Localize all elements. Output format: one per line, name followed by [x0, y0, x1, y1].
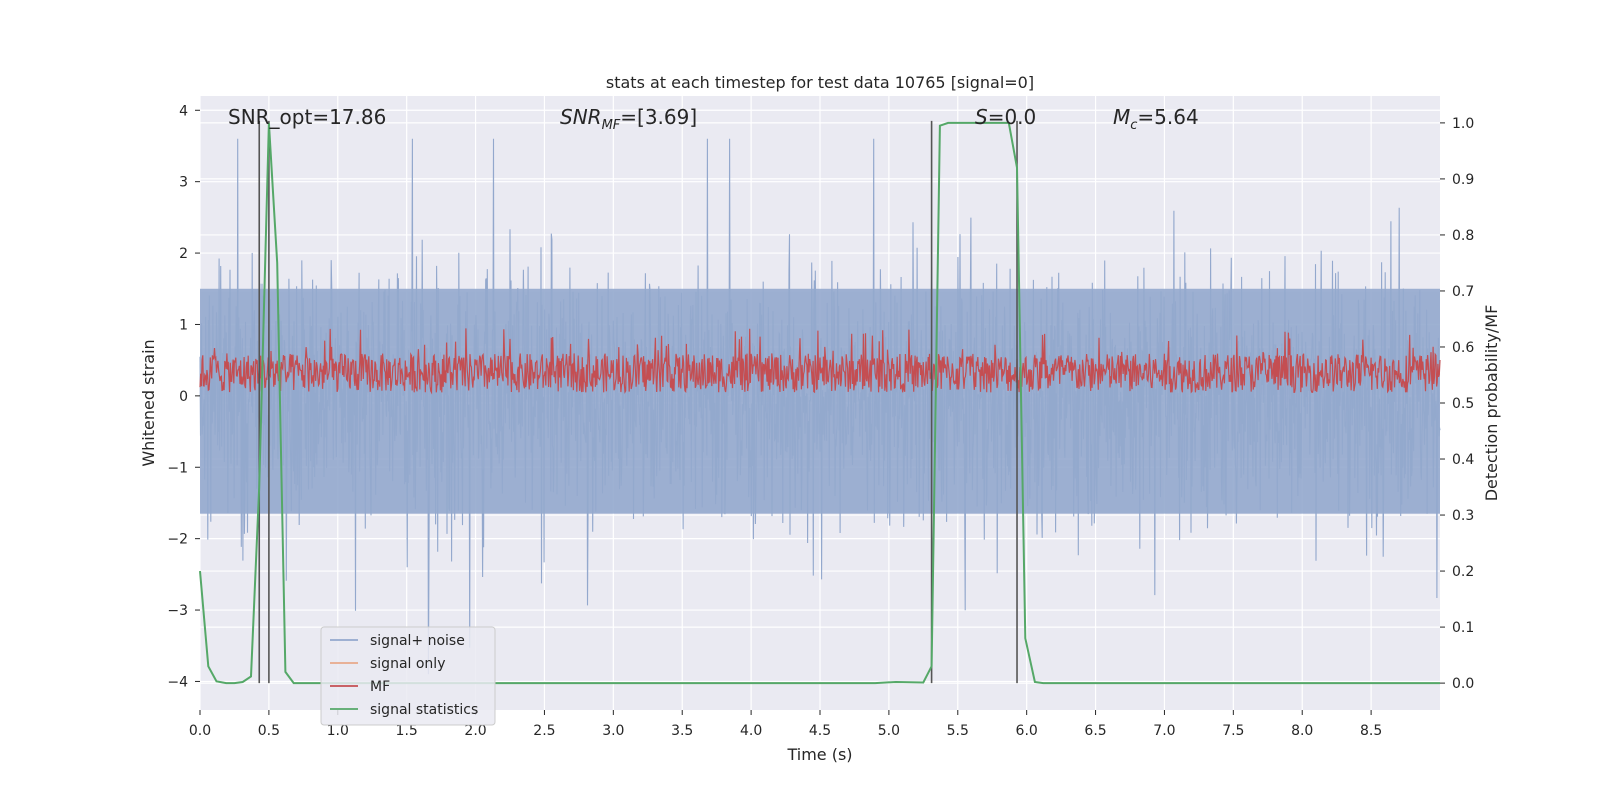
y-tick-label-left: 0: [179, 389, 188, 405]
right-y-axis-label: Detection probability/MF: [1482, 305, 1501, 502]
y-tick-label-right: 0.0: [1452, 676, 1474, 692]
mf-series: [199, 328, 1441, 395]
y-tick-label-right: 0.2: [1452, 564, 1474, 580]
chart-title: stats at each timestep for test data 107…: [606, 73, 1034, 92]
left-y-axis-label: Whitened strain: [139, 339, 158, 466]
x-tick-label: 5.0: [878, 723, 900, 739]
signal-statistics-line: [199, 121, 1440, 685]
x-tick-label: 4.5: [809, 723, 831, 739]
y-tick-label-right: 0.5: [1452, 396, 1474, 412]
x-tick-label: 7.5: [1222, 723, 1244, 739]
y-tick-label-left: −4: [167, 674, 188, 690]
y-tick-label-left: 4: [179, 103, 188, 119]
x-tick-label: 6.5: [1084, 723, 1106, 739]
y-tick-label-right: 0.8: [1452, 228, 1474, 244]
y-tick-label-right: 0.7: [1452, 284, 1474, 300]
signal-statistics-series: [199, 121, 1440, 685]
right-y-tick-labels: 0.0 0.1 0.2 0.3 0.4 0.5 0.6 0.7 0.8 0.9 1.0: [1440, 116, 1474, 692]
legend-label-noise: signal+ noise: [370, 633, 465, 649]
x-tick-label: 7.0: [1153, 723, 1175, 739]
x-tick-label: 8.0: [1291, 723, 1313, 739]
x-tick-label: 1.5: [396, 723, 418, 739]
y-tick-label-left: 3: [179, 175, 188, 191]
x-tick-label: 2.5: [533, 723, 555, 739]
x-tick-label: 6.0: [1016, 723, 1038, 739]
mf-line: [199, 328, 1441, 395]
x-tick-labels: 0.0 0.5 1.0 1.5 2.0 2.5 3.0 3.5 4.0 4.5 5.0 5.5 6.0 6…: [189, 710, 1382, 739]
legend-label-stats: signal statistics: [370, 702, 478, 718]
legend: signal+ noise signal only MF signal stat…: [320, 626, 496, 726]
y-tick-label-right: 0.6: [1452, 340, 1474, 356]
y-tick-label-right: 0.4: [1452, 452, 1474, 468]
x-tick-label: 0.5: [258, 723, 280, 739]
x-tick-label: 4.0: [740, 723, 762, 739]
signal-noise-series: [199, 138, 1441, 675]
annotation-mc: Mc=5.64: [1113, 105, 1199, 133]
x-axis-label: Time (s): [786, 745, 852, 764]
annotation-snr-opt: SNR_opt=17.86: [228, 105, 386, 129]
y-tick-label-right: 0.1: [1452, 620, 1474, 636]
legend-label-signal-only: signal only: [370, 656, 445, 672]
signal-noise-band: [200, 288, 1440, 514]
x-tick-label: 0.0: [189, 723, 211, 739]
x-tick-label: 5.5: [947, 723, 969, 739]
y-tick-label-left: −2: [167, 532, 188, 548]
y-tick-label-left: 2: [179, 246, 188, 262]
annotation-s: S=0.0: [975, 105, 1036, 129]
x-tick-label: 8.5: [1360, 723, 1382, 739]
x-tick-label: 2.0: [464, 723, 486, 739]
x-tick-label: 3.0: [602, 723, 624, 739]
x-tick-label: 3.5: [671, 723, 693, 739]
legend-label-mf: MF: [370, 679, 390, 695]
y-tick-label-left: −1: [167, 460, 188, 476]
x-tick-label: 1.0: [327, 723, 349, 739]
legend-box: [320, 626, 496, 726]
y-tick-label-left: 1: [179, 317, 188, 333]
y-tick-label-right: 1.0: [1452, 116, 1474, 132]
annotation-snr-mf: SNRMF=[3.69]: [560, 105, 697, 133]
left-y-tick-labels: −4 −3 −2 −1 0 1 2 3 4: [167, 103, 200, 690]
y-tick-label-right: 0.9: [1452, 172, 1474, 188]
y-tick-label-right: 0.3: [1452, 508, 1474, 524]
y-tick-label-left: −3: [167, 603, 188, 619]
